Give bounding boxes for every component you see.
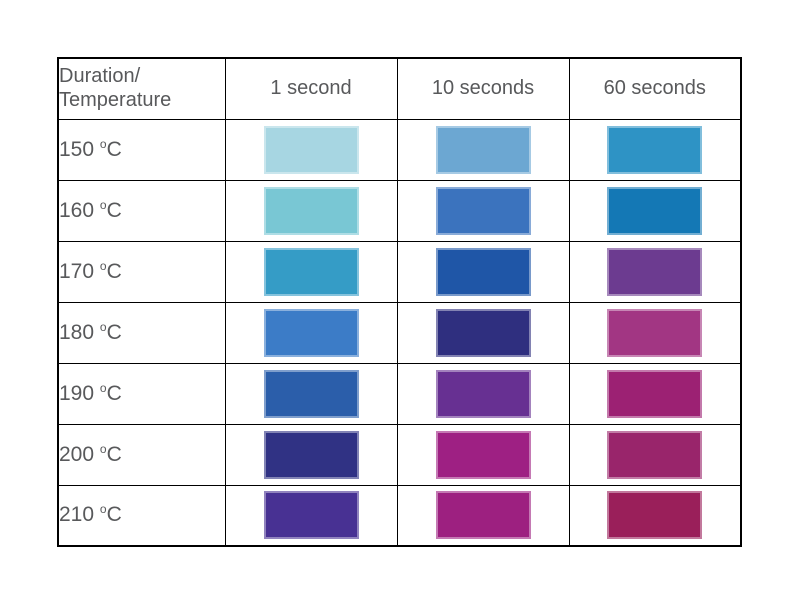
temperature-label: 210 oC	[57, 484, 226, 547]
degree-symbol: o	[99, 441, 107, 456]
color-swatch	[263, 430, 359, 479]
temperature-label: 160 oC	[57, 179, 226, 242]
color-swatch	[607, 430, 703, 479]
temperature-value: 200	[59, 442, 95, 466]
temperature-label: 150 oC	[57, 118, 226, 181]
color-swatch	[607, 308, 703, 357]
corner-header: Duration/ Temperature	[57, 57, 226, 120]
swatch-cell	[224, 118, 398, 181]
color-swatch	[263, 125, 359, 174]
temperature-unit: C	[106, 198, 122, 222]
swatch-cell	[396, 179, 570, 242]
degree-symbol: o	[99, 197, 107, 212]
swatch-cell	[224, 301, 398, 364]
table-row: 190 oC	[57, 362, 742, 425]
table-row: 180 oC	[57, 301, 742, 364]
corner-header-line1: Duration/	[59, 65, 141, 88]
temperature-value: 150	[59, 137, 95, 161]
duration-temperature-color-table: Duration/ Temperature 1 second 10 second…	[57, 57, 742, 547]
table-row: 210 oC	[57, 484, 742, 547]
temperature-value: 170	[59, 259, 95, 283]
color-swatch	[263, 369, 359, 418]
swatch-cell	[224, 240, 398, 303]
color-swatch	[263, 186, 359, 235]
degree-symbol: o	[99, 258, 107, 273]
color-swatch	[435, 125, 531, 174]
color-swatch	[435, 308, 531, 357]
degree-symbol: o	[99, 380, 107, 395]
temperature-unit: C	[106, 442, 122, 466]
swatch-cell	[396, 362, 570, 425]
swatch-cell	[396, 118, 570, 181]
temperature-value: 180	[59, 320, 95, 344]
color-swatch	[435, 491, 531, 540]
header-row: Duration/ Temperature 1 second 10 second…	[57, 57, 742, 120]
table-body: 150 oC 160 oC 170 oC 180 oC 190 oC 200 oC 210 …	[57, 118, 742, 547]
swatch-cell	[224, 423, 398, 486]
column-header-60-seconds: 60 seconds	[568, 57, 742, 120]
degree-symbol: o	[99, 502, 107, 517]
column-header-1-second: 1 second	[224, 57, 398, 120]
color-swatch	[435, 369, 531, 418]
temperature-unit: C	[106, 503, 122, 527]
swatch-cell	[568, 179, 742, 242]
swatch-cell	[568, 301, 742, 364]
table-row: 170 oC	[57, 240, 742, 303]
color-swatch	[607, 247, 703, 296]
color-swatch	[263, 491, 359, 540]
color-swatch	[607, 369, 703, 418]
temperature-unit: C	[106, 259, 122, 283]
temperature-unit: C	[106, 381, 122, 405]
swatch-cell	[224, 362, 398, 425]
swatch-cell	[568, 423, 742, 486]
color-swatch	[435, 430, 531, 479]
swatch-cell	[568, 240, 742, 303]
color-swatch	[435, 247, 531, 296]
corner-header-line2: Temperature	[59, 88, 172, 111]
table-row: 160 oC	[57, 179, 742, 242]
temperature-label: 190 oC	[57, 362, 226, 425]
color-swatch	[607, 186, 703, 235]
temperature-label: 180 oC	[57, 301, 226, 364]
swatch-cell	[396, 240, 570, 303]
color-swatch	[607, 491, 703, 540]
table-row: 200 oC	[57, 423, 742, 486]
swatch-cell	[396, 484, 570, 547]
swatch-cell	[224, 484, 398, 547]
temperature-label: 170 oC	[57, 240, 226, 303]
swatch-cell	[568, 484, 742, 547]
color-swatch	[263, 247, 359, 296]
table-row: 150 oC	[57, 118, 742, 181]
color-swatch	[607, 125, 703, 174]
temperature-value: 160	[59, 198, 95, 222]
temperature-value: 210	[59, 503, 95, 527]
swatch-cell	[396, 423, 570, 486]
color-swatch	[435, 186, 531, 235]
temperature-value: 190	[59, 381, 95, 405]
color-swatch	[263, 308, 359, 357]
degree-symbol: o	[99, 136, 107, 151]
degree-symbol: o	[99, 319, 107, 334]
temperature-unit: C	[106, 320, 122, 344]
swatch-cell	[224, 179, 398, 242]
temperature-unit: C	[106, 137, 122, 161]
swatch-cell	[568, 118, 742, 181]
temperature-label: 200 oC	[57, 423, 226, 486]
swatch-cell	[396, 301, 570, 364]
swatch-cell	[568, 362, 742, 425]
column-header-10-seconds: 10 seconds	[396, 57, 570, 120]
